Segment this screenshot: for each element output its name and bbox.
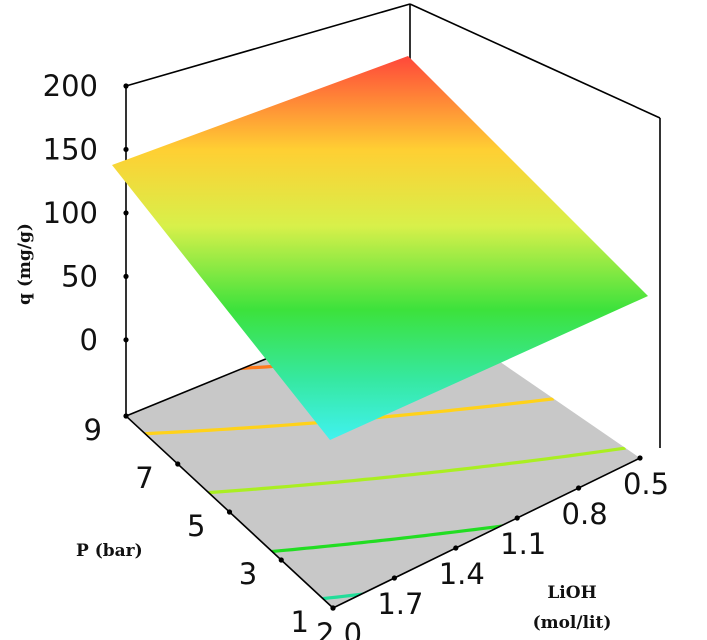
lioh-tick-label: 2.0 [316, 617, 362, 640]
lioh-tick-mark [453, 545, 459, 551]
lioh-axis-line [332, 457, 641, 609]
p-tick-label: 5 [187, 509, 205, 543]
lioh-tick-label: 0.8 [562, 497, 608, 531]
lioh-tick-label: 0.5 [623, 467, 669, 501]
contour-line [208, 446, 626, 495]
lioh-tick-mark [576, 485, 582, 491]
lioh-axis-title-line1: LiOH [547, 583, 596, 603]
z-tick-mark [123, 146, 129, 153]
z-tick-label: 100 [43, 196, 98, 230]
z-tick-label: 0 [80, 323, 98, 357]
lioh-tick-label: 1.1 [500, 527, 546, 561]
lioh-tick-mark [514, 515, 520, 521]
response-surface [112, 56, 648, 440]
p-tick-label: 1 [291, 605, 309, 639]
contour-floor [126, 300, 640, 608]
lioh-tick-mark [330, 605, 336, 611]
p-tick-label: 3 [239, 557, 257, 591]
lioh-axis-ticks: 2.0 1.7 1.4 1.1 0.8 0.5 [316, 455, 669, 640]
p-tick-label: 7 [135, 461, 153, 495]
p-tick-mark [175, 461, 181, 467]
lioh-tick-mark [637, 455, 643, 461]
back-right-top-edge [409, 3, 661, 119]
lioh-tick-label: 1.4 [439, 557, 485, 591]
p-tick-mark [226, 509, 233, 515]
back-left-top-edge [125, 3, 411, 87]
z-axis-ticks: 200 150 100 50 0 [43, 69, 129, 357]
z-tick-mark [123, 210, 129, 216]
p-axis-title: P (bar) [76, 541, 143, 561]
z-tick-label: 150 [43, 132, 98, 166]
p-tick-label: 9 [84, 413, 102, 447]
lioh-axis-title-line2: (mol/lit) [533, 613, 612, 633]
lioh-tick-label: 1.7 [377, 587, 423, 621]
z-tick-label: 200 [43, 69, 98, 103]
p-tick-mark [123, 413, 129, 419]
p-tick-mark [278, 557, 284, 563]
z-tick-mark [123, 83, 129, 89]
z-tick-mark [123, 337, 129, 343]
lioh-tick-mark [391, 575, 397, 581]
z-tick-mark [123, 273, 129, 279]
z-axis-title: q (mg/g) [15, 223, 35, 305]
z-tick-label: 50 [61, 259, 98, 293]
